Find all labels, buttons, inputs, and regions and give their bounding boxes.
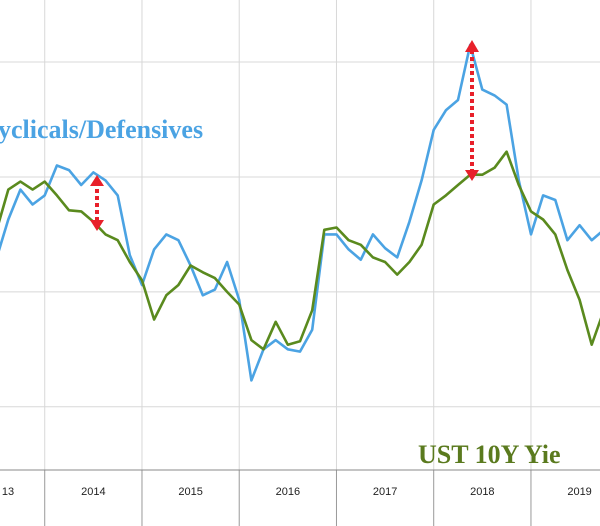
x-tick-label: 2018: [470, 486, 494, 498]
x-tick-label: 2016: [276, 486, 300, 498]
x-tick-label: 2014: [81, 486, 105, 498]
x-tick-label: 2017: [373, 486, 397, 498]
series-label: UST 10Y Yie: [418, 440, 561, 469]
series-line: [0, 43, 600, 382]
x-tick-label: 2019: [567, 486, 591, 498]
series-label: yclicals/Defensives: [0, 115, 203, 144]
x-tick-label: 13: [2, 486, 14, 498]
x-tick-label: 2015: [178, 486, 202, 498]
